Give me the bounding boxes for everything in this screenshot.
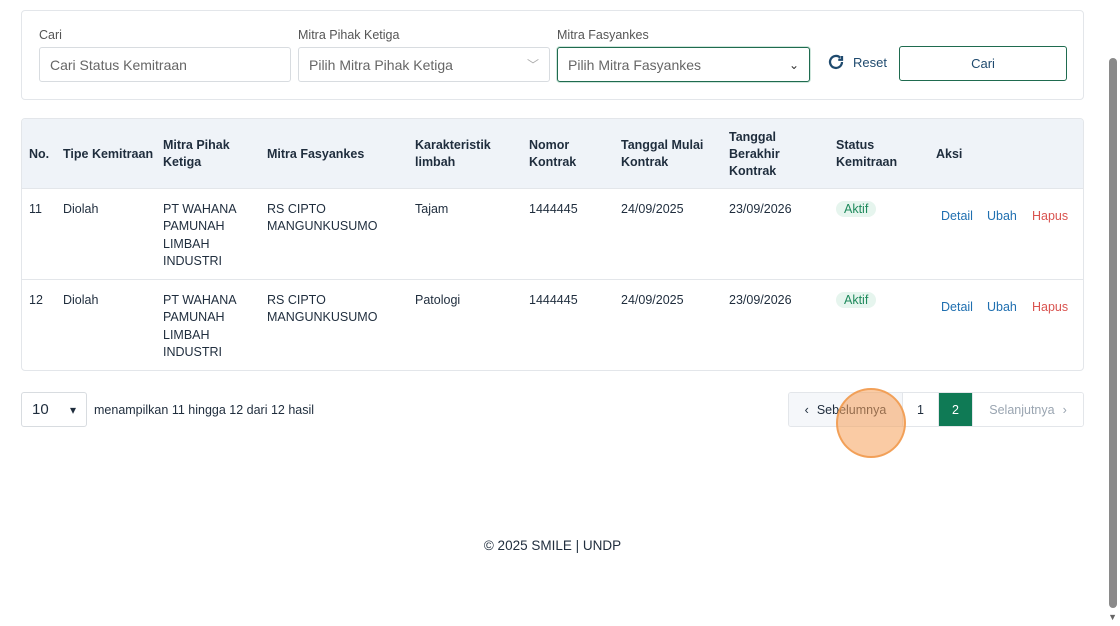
page-1-button[interactable]: 1 — [903, 393, 939, 426]
cell-type: Diolah — [63, 293, 99, 307]
col-waste: Karakteristik limbah — [415, 138, 491, 169]
pagination: ‹Sebelumnya 1 2 Selanjutnya› — [788, 392, 1084, 427]
cell-end: 23/09/2026 — [729, 293, 792, 307]
click-indicator — [836, 388, 906, 458]
chevron-down-icon: ▾ — [69, 402, 76, 417]
chevron-down-icon: ⌄ — [788, 57, 799, 72]
cell-start: 24/09/2025 — [621, 202, 684, 216]
footer: © 2025 SMILE | UNDP — [483, 538, 622, 553]
scrollbar[interactable] — [1109, 58, 1117, 608]
edit-link[interactable]: Ubah — [987, 209, 1017, 223]
cell-no: 12 — [29, 293, 43, 307]
chevron-down-icon: ﹀ — [526, 58, 539, 72]
cell-contract: 1444445 — [529, 293, 578, 307]
cell-third-party: PT WAHANA PAMUNAH LIMBAH INDUSTRI — [163, 293, 236, 359]
col-contract: Nomor Kontrak — [529, 138, 577, 169]
per-page-value: 10 — [32, 401, 49, 418]
facility-select[interactable]: Pilih Mitra Fasyankes ⌄ — [557, 47, 810, 82]
facility-label: Mitra Fasyankes — [557, 28, 649, 42]
detail-link[interactable]: Detail — [941, 209, 973, 223]
search-label: Cari — [39, 28, 62, 42]
reset-button[interactable]: Reset — [827, 53, 887, 71]
search-button[interactable]: Cari — [899, 46, 1067, 81]
table-row: 12 Diolah PT WAHANA PAMUNAH LIMBAH INDUS… — [22, 280, 1083, 370]
col-third-party: Mitra Pihak Ketiga — [163, 138, 230, 169]
cell-facility: RS CIPTO MANGUNKUSUMO — [267, 202, 378, 234]
cell-facility: RS CIPTO MANGUNKUSUMO — [267, 293, 378, 325]
detail-link[interactable]: Detail — [941, 300, 973, 314]
delete-link[interactable]: Hapus — [1032, 300, 1069, 314]
col-type: Tipe Kemitraan — [63, 146, 154, 161]
page-2-button[interactable]: 2 — [939, 393, 973, 426]
col-facility: Mitra Fasyankes — [267, 146, 365, 161]
cell-waste: Tajam — [415, 202, 449, 216]
next-page-button[interactable]: Selanjutnya › — [973, 393, 1083, 426]
col-start: Tanggal Mulai Kontrak — [621, 138, 704, 169]
pagination-info: menampilkan 11 hingga 12 dari 12 hasil — [94, 403, 315, 417]
cell-third-party: PT WAHANA PAMUNAH LIMBAH INDUSTRI — [163, 202, 236, 268]
table-row: 11 Diolah PT WAHANA PAMUNAH LIMBAH INDUS… — [22, 189, 1083, 280]
edit-link[interactable]: Ubah — [987, 300, 1017, 314]
cell-contract: 1444445 — [529, 202, 578, 216]
col-actions: Aksi — [936, 146, 963, 161]
per-page-select[interactable]: 10 ▾ — [21, 392, 87, 427]
delete-link[interactable]: Hapus — [1032, 209, 1069, 223]
cell-start: 24/09/2025 — [621, 293, 684, 307]
status-badge: Aktif — [836, 201, 877, 217]
col-no: No. — [29, 146, 50, 161]
refresh-icon — [828, 54, 844, 70]
table-header: No. Tipe Kemitraan Mitra Pihak Ketiga Mi… — [22, 119, 1083, 189]
cell-waste: Patologi — [415, 293, 461, 307]
filter-panel: Cari Cari Status Kemitraan Mitra Pihak K… — [21, 10, 1084, 100]
status-badge: Aktif — [836, 292, 877, 308]
third-party-placeholder: Pilih Mitra Pihak Ketiga — [309, 56, 453, 73]
col-end: Tanggal Berakhir Kontrak — [729, 129, 780, 178]
chevron-right-icon: › — [1062, 402, 1067, 417]
cell-type: Diolah — [63, 202, 99, 216]
search-placeholder: Cari Status Kemitraan — [50, 56, 187, 73]
search-input[interactable]: Cari Status Kemitraan — [39, 47, 291, 82]
third-party-label: Mitra Pihak Ketiga — [298, 28, 400, 42]
reset-label: Reset — [853, 54, 887, 70]
scroll-down-icon[interactable]: ▼ — [1108, 612, 1117, 622]
partnership-table: No. Tipe Kemitraan Mitra Pihak Ketiga Mi… — [21, 118, 1084, 371]
next-label: Selanjutnya — [989, 402, 1055, 417]
facility-placeholder: Pilih Mitra Fasyankes — [568, 56, 702, 73]
cell-end: 23/09/2026 — [729, 202, 792, 216]
cell-no: 11 — [29, 202, 42, 216]
third-party-select[interactable]: Pilih Mitra Pihak Ketiga ﹀ — [298, 47, 550, 82]
chevron-left-icon: ‹ — [804, 402, 809, 417]
col-status: Status Kemitraan — [836, 138, 898, 169]
